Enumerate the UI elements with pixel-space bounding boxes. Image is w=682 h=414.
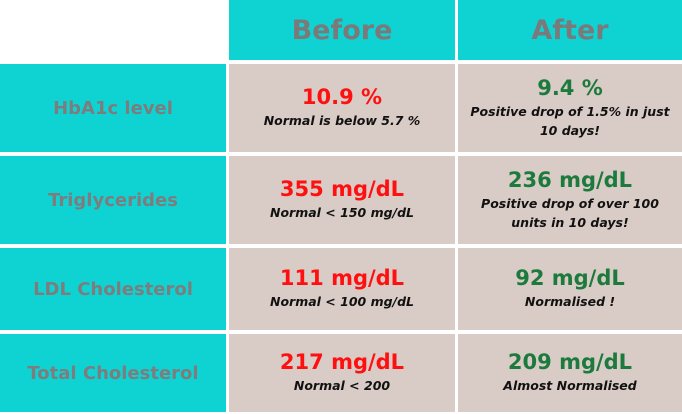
before-value: 217 mg/dL — [279, 350, 405, 375]
before-cell: 10.9 % Normal is below 5.7 % — [229, 64, 455, 152]
after-note: Positive drop of over 100 units in 10 da… — [481, 195, 659, 230]
after-cell: 209 mg/dL Almost Normalised — [458, 334, 682, 412]
row-label: Total Cholesterol — [0, 334, 226, 412]
header-after: After — [458, 0, 682, 60]
after-value: 92 mg/dL — [515, 266, 625, 291]
after-cell: 92 mg/dL Normalised ! — [458, 248, 682, 330]
after-value: 209 mg/dL — [507, 350, 633, 375]
before-note: Normal < 200 — [293, 378, 391, 394]
row-label: LDL Cholesterol — [0, 248, 226, 330]
after-cell: 9.4 % Positive drop of 1.5% in just 10 da… — [458, 64, 682, 152]
after-cell: 236 mg/dL Positive drop of over 100 units… — [458, 156, 682, 244]
before-note: Normal < 100 mg/dL — [269, 294, 415, 310]
after-note: Almost Normalised — [503, 378, 637, 394]
before-note: Normal is below 5.7 % — [263, 113, 421, 129]
row-label: Triglycerides — [0, 156, 226, 244]
before-value: 10.9 % — [301, 85, 383, 110]
before-cell: 111 mg/dL Normal < 100 mg/dL — [229, 248, 455, 330]
after-note: Positive drop of 1.5% in just 10 days! — [470, 103, 670, 138]
before-value: 355 mg/dL — [279, 177, 405, 202]
header-before: Before — [229, 0, 455, 60]
after-value: 9.4 % — [537, 75, 603, 100]
corner-cell — [0, 0, 226, 60]
before-cell: 217 mg/dL Normal < 200 — [229, 334, 455, 412]
after-value: 236 mg/dL — [507, 167, 633, 192]
row-label: HbA1c level — [0, 64, 226, 152]
before-value: 111 mg/dL — [279, 266, 405, 291]
before-note: Normal < 150 mg/dL — [269, 205, 415, 221]
before-cell: 355 mg/dL Normal < 150 mg/dL — [229, 156, 455, 244]
after-note: Normalised ! — [524, 294, 616, 310]
